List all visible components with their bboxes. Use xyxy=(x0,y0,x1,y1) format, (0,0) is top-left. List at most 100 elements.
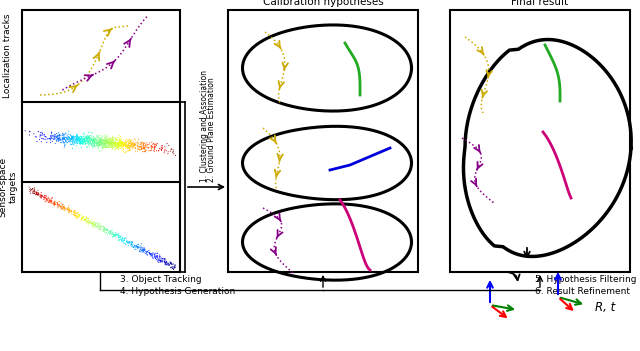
Point xyxy=(106,229,116,234)
Point xyxy=(113,141,124,147)
Point xyxy=(95,139,106,145)
Point xyxy=(106,228,116,234)
Point xyxy=(63,210,74,215)
Point xyxy=(103,139,113,145)
Point xyxy=(25,189,35,194)
Point xyxy=(88,141,99,147)
Point xyxy=(77,216,88,221)
Point xyxy=(124,140,134,146)
Point xyxy=(99,226,109,232)
Point xyxy=(146,253,156,259)
Point xyxy=(64,208,74,214)
Point xyxy=(94,143,104,149)
Point xyxy=(136,241,147,247)
Point xyxy=(76,145,86,150)
Point xyxy=(96,139,106,145)
Point xyxy=(71,213,81,219)
Point xyxy=(83,144,93,150)
Point xyxy=(100,142,111,147)
Point xyxy=(106,229,116,234)
Point xyxy=(119,236,129,242)
Point xyxy=(166,265,176,270)
Point xyxy=(104,228,114,233)
Point xyxy=(59,131,69,137)
Point xyxy=(56,137,67,143)
Point xyxy=(104,141,114,147)
Point xyxy=(52,138,62,144)
Point xyxy=(77,136,87,141)
Point xyxy=(96,138,106,143)
Point xyxy=(45,136,55,142)
Point xyxy=(168,261,179,267)
Point xyxy=(95,141,105,147)
Point xyxy=(154,257,164,263)
Point xyxy=(108,140,118,146)
Point xyxy=(115,144,125,150)
Point xyxy=(151,141,161,147)
Point xyxy=(95,221,105,226)
Point xyxy=(102,137,113,143)
Point xyxy=(91,135,101,141)
Point xyxy=(72,138,83,144)
Point xyxy=(146,144,156,150)
Point xyxy=(102,139,113,145)
Point xyxy=(72,140,82,146)
Point xyxy=(65,135,75,140)
Point xyxy=(122,144,132,150)
Point xyxy=(99,138,109,144)
Point xyxy=(117,147,127,153)
Point xyxy=(124,146,134,151)
Point xyxy=(69,210,79,215)
Point xyxy=(60,208,70,213)
Point xyxy=(46,130,56,135)
Point xyxy=(96,137,106,142)
Point xyxy=(84,144,94,150)
Point xyxy=(72,211,82,217)
Point xyxy=(84,140,94,145)
Point xyxy=(26,188,36,193)
Point xyxy=(139,144,149,150)
Point xyxy=(79,138,90,143)
Point xyxy=(127,242,137,248)
Point xyxy=(139,247,149,252)
Point xyxy=(110,230,120,236)
Point xyxy=(99,135,109,141)
Point xyxy=(155,256,165,262)
Point xyxy=(86,137,97,142)
Point xyxy=(73,134,83,140)
Point xyxy=(100,144,110,150)
Point xyxy=(125,144,135,150)
Point xyxy=(147,252,157,258)
Point xyxy=(92,224,102,230)
Point xyxy=(170,265,180,270)
Point xyxy=(88,219,99,225)
Text: R, t: R, t xyxy=(595,302,615,314)
Point xyxy=(133,245,143,251)
Point xyxy=(54,135,65,140)
Point xyxy=(54,135,65,141)
Point xyxy=(141,145,151,150)
Point xyxy=(99,145,109,150)
Point xyxy=(50,199,60,205)
Point xyxy=(63,128,74,134)
Point xyxy=(49,134,60,139)
Point xyxy=(140,147,150,153)
Point xyxy=(125,138,135,143)
Point xyxy=(24,129,35,134)
Point xyxy=(124,140,134,146)
Point xyxy=(152,254,163,260)
Point xyxy=(117,235,127,240)
Point xyxy=(126,141,136,147)
Point xyxy=(99,228,109,233)
Point xyxy=(167,261,177,267)
Point xyxy=(152,143,162,148)
Point xyxy=(63,135,73,141)
Point xyxy=(97,147,107,153)
Point xyxy=(116,143,127,148)
Point xyxy=(144,142,154,147)
Point xyxy=(93,142,104,148)
Point xyxy=(147,144,157,150)
Point xyxy=(110,141,120,147)
Point xyxy=(146,143,156,148)
Point xyxy=(74,140,84,146)
